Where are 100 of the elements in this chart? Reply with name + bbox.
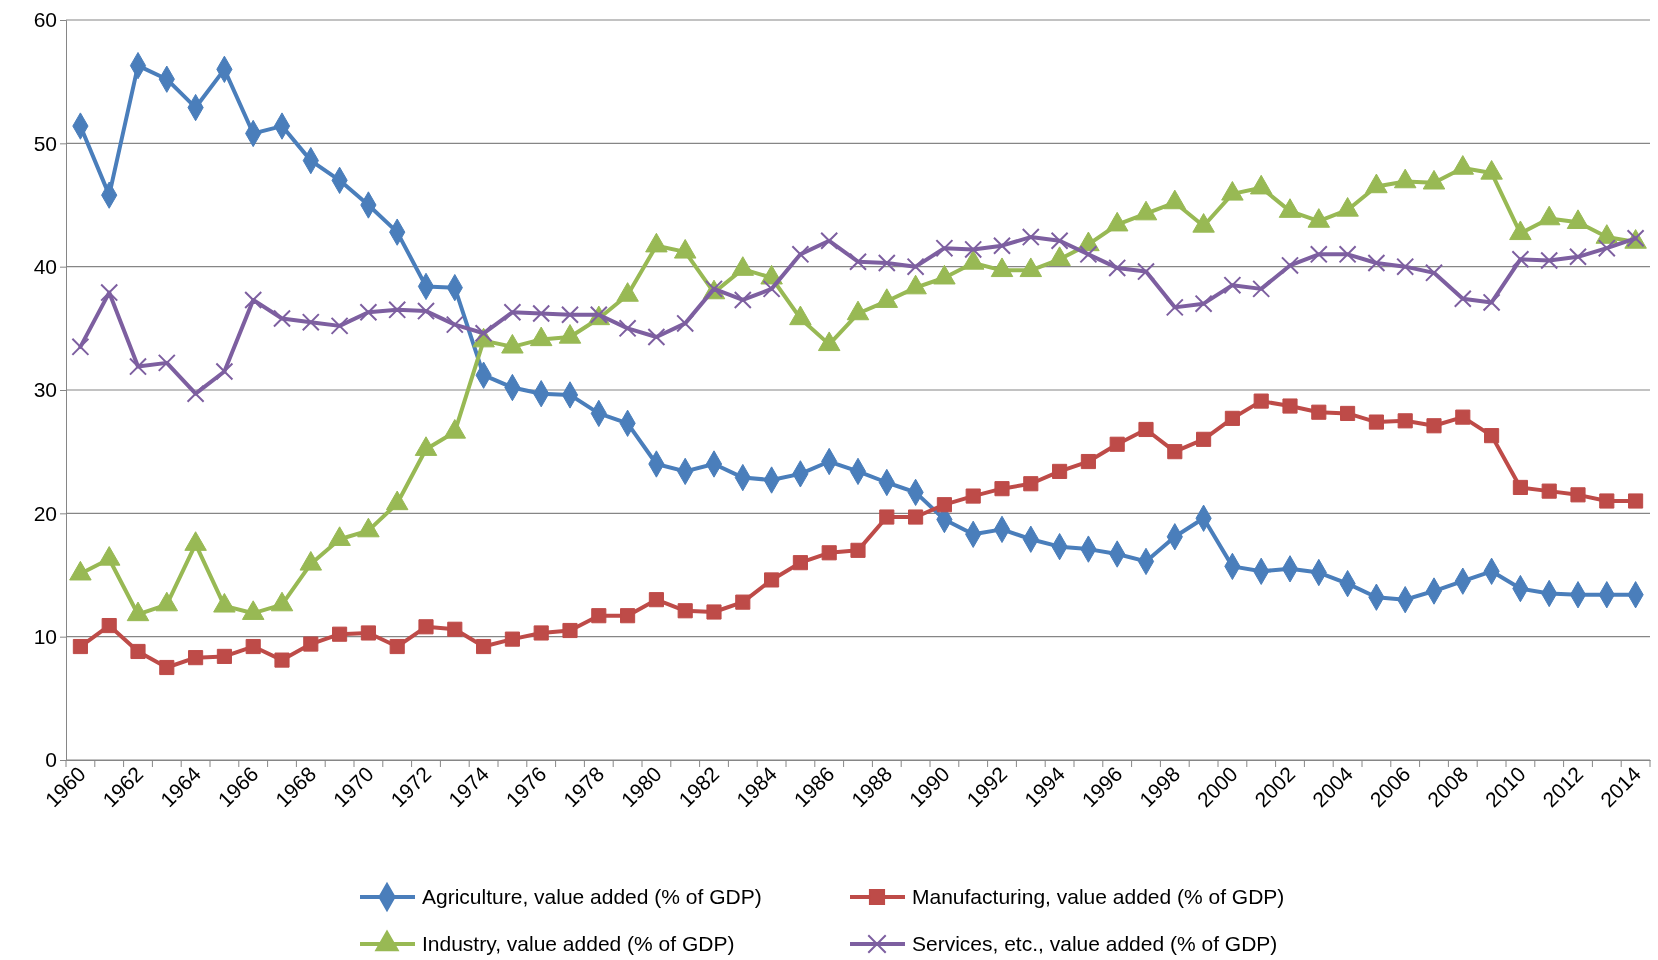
point bbox=[764, 572, 780, 588]
point bbox=[188, 650, 204, 666]
point bbox=[1079, 245, 1098, 264]
point bbox=[186, 384, 205, 403]
point bbox=[620, 608, 636, 624]
point bbox=[274, 652, 290, 668]
point bbox=[848, 252, 868, 271]
point bbox=[677, 603, 693, 619]
point bbox=[1223, 276, 1242, 295]
point bbox=[1165, 298, 1184, 317]
point bbox=[1050, 231, 1069, 250]
point bbox=[389, 638, 405, 655]
point bbox=[1511, 250, 1530, 269]
point bbox=[1023, 476, 1039, 492]
point bbox=[72, 638, 88, 655]
point bbox=[101, 618, 117, 634]
point bbox=[1021, 228, 1040, 247]
point bbox=[820, 231, 839, 250]
point bbox=[504, 631, 520, 647]
point bbox=[562, 622, 578, 639]
point bbox=[1512, 479, 1528, 495]
point bbox=[1108, 258, 1127, 277]
point bbox=[503, 303, 522, 322]
point bbox=[1424, 263, 1444, 282]
point bbox=[215, 362, 234, 381]
point bbox=[906, 257, 925, 276]
point bbox=[1338, 245, 1357, 264]
point bbox=[244, 290, 263, 309]
legend-label: Industry, value added (% of GDP) bbox=[422, 932, 735, 956]
point bbox=[1309, 245, 1328, 264]
point bbox=[1628, 493, 1644, 509]
point bbox=[245, 638, 261, 655]
point bbox=[1368, 414, 1384, 430]
point bbox=[1194, 294, 1213, 313]
point bbox=[130, 643, 146, 660]
point bbox=[618, 319, 637, 338]
point bbox=[879, 509, 895, 525]
point bbox=[303, 636, 319, 652]
point bbox=[1138, 421, 1154, 438]
point bbox=[1568, 247, 1588, 266]
point bbox=[1455, 409, 1471, 425]
point bbox=[1570, 487, 1586, 503]
point bbox=[100, 283, 119, 302]
point bbox=[850, 542, 866, 558]
y-tick-label: 0 bbox=[45, 748, 57, 772]
point bbox=[332, 626, 348, 642]
point bbox=[965, 488, 981, 504]
y-tick-label: 30 bbox=[33, 378, 57, 402]
point bbox=[877, 253, 896, 272]
point bbox=[216, 648, 232, 664]
y-tick-label: 20 bbox=[33, 501, 57, 525]
point bbox=[359, 303, 378, 322]
point bbox=[647, 327, 666, 346]
point bbox=[1396, 257, 1415, 276]
point bbox=[1224, 410, 1240, 426]
point bbox=[792, 555, 808, 571]
point bbox=[908, 509, 924, 525]
point bbox=[821, 545, 837, 561]
point bbox=[1540, 251, 1559, 270]
point bbox=[1252, 279, 1271, 298]
point bbox=[591, 608, 607, 624]
point bbox=[735, 594, 751, 610]
point bbox=[71, 337, 90, 356]
point bbox=[706, 604, 722, 620]
point bbox=[474, 324, 493, 343]
point bbox=[560, 305, 580, 324]
point bbox=[648, 592, 664, 608]
point bbox=[360, 625, 376, 641]
point bbox=[935, 239, 954, 258]
point bbox=[994, 481, 1010, 497]
point bbox=[936, 497, 952, 513]
point bbox=[159, 659, 175, 676]
point bbox=[447, 621, 463, 637]
point bbox=[1340, 405, 1356, 421]
point bbox=[1397, 413, 1413, 429]
point bbox=[1280, 256, 1300, 275]
legend-label: Agriculture, value added (% of GDP) bbox=[422, 885, 762, 909]
point bbox=[1282, 398, 1298, 414]
point bbox=[532, 304, 551, 323]
y-tick-label: 10 bbox=[33, 624, 57, 648]
point bbox=[733, 290, 752, 309]
point bbox=[791, 245, 810, 264]
point bbox=[1052, 463, 1068, 479]
legend-label: Manufacturing, value added (% of GDP) bbox=[912, 885, 1285, 909]
point bbox=[418, 619, 434, 635]
point bbox=[1136, 262, 1156, 281]
legend-label: Services, etc., value added (% of GDP) bbox=[912, 932, 1278, 956]
point bbox=[330, 316, 349, 335]
point bbox=[476, 638, 492, 655]
y-tick-label: 50 bbox=[33, 131, 57, 155]
point bbox=[676, 314, 695, 333]
point bbox=[1196, 431, 1212, 447]
y-tick-label: 40 bbox=[33, 254, 57, 278]
point bbox=[1109, 436, 1125, 452]
point bbox=[388, 300, 407, 319]
point bbox=[1541, 483, 1557, 499]
point bbox=[1167, 444, 1183, 460]
point bbox=[762, 279, 781, 298]
point bbox=[301, 313, 320, 332]
point bbox=[1311, 404, 1327, 420]
